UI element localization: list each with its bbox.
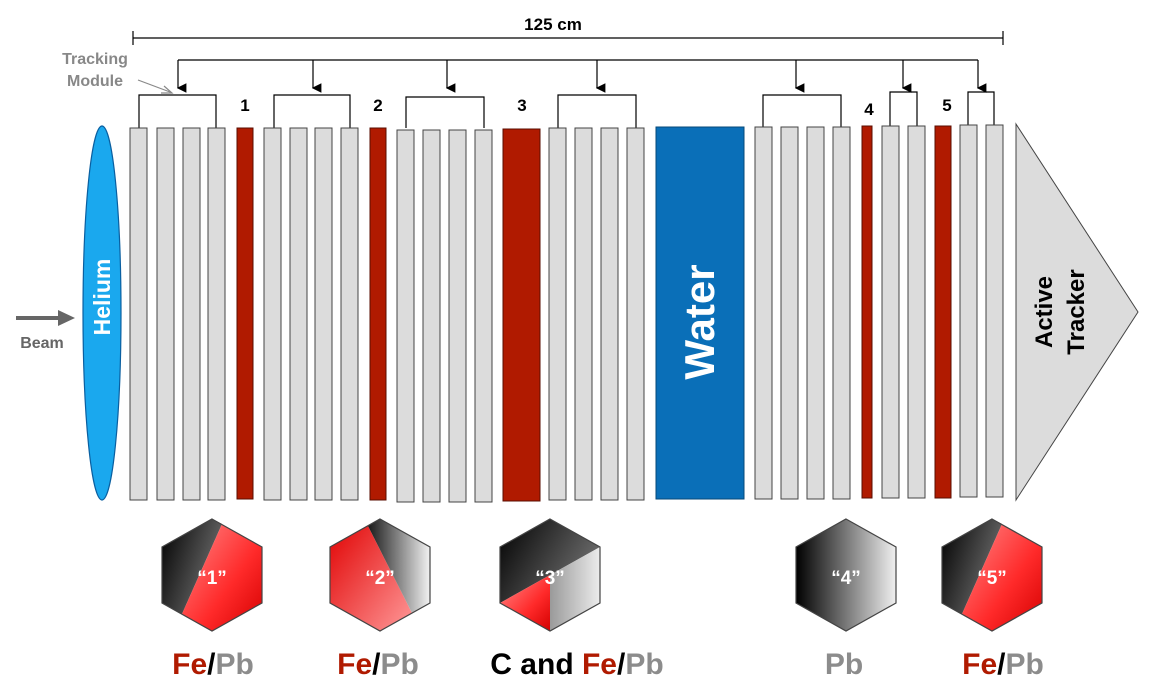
hex-label-2: “2” bbox=[365, 568, 395, 589]
target-hexagon-5: “5” bbox=[941, 518, 1043, 632]
nuclear-target-3 bbox=[502, 128, 541, 502]
nuclear-target-4 bbox=[861, 125, 873, 499]
scintillator-plane bbox=[754, 126, 773, 500]
nuclear-target-1 bbox=[236, 127, 254, 500]
module-brackets bbox=[138, 91, 995, 128]
scintillator-plane bbox=[474, 129, 493, 503]
scintillator-plane bbox=[574, 127, 593, 501]
helium-label: Helium bbox=[89, 259, 115, 336]
tracking-module-pointer bbox=[137, 79, 171, 93]
target-hexagon-2: “2” bbox=[329, 518, 431, 632]
nuclear-target-2 bbox=[369, 127, 387, 501]
beam-arrow bbox=[16, 310, 75, 326]
readout-bus bbox=[176, 59, 987, 93]
beam-label: Beam bbox=[20, 335, 64, 352]
scintillator-plane bbox=[780, 126, 799, 500]
dimension-label: 125 cm bbox=[524, 15, 582, 34]
material-label-1: Fe/Pb bbox=[172, 648, 254, 681]
scintillator-plane bbox=[289, 127, 308, 501]
scintillator-plane bbox=[959, 124, 978, 498]
hex-label-4: “4” bbox=[831, 568, 861, 589]
scintillator-plane bbox=[600, 127, 619, 501]
scintillator-plane bbox=[548, 127, 567, 501]
scintillator-plane bbox=[340, 127, 359, 501]
nuclear-targets bbox=[236, 125, 952, 502]
target-hexagon-4: “4” bbox=[795, 518, 897, 632]
scintillator-plane bbox=[907, 125, 926, 499]
scintillator-plane bbox=[881, 125, 900, 499]
target-hexagon-3: “3” bbox=[499, 518, 601, 632]
target-number-2: 2 bbox=[373, 96, 382, 115]
active-tracker-label-line2: Tracker bbox=[1063, 269, 1090, 354]
material-label-4: Pb bbox=[825, 648, 863, 681]
dimension-line bbox=[132, 31, 1004, 45]
scintillator-plane bbox=[985, 124, 1004, 498]
hex-label-5: “5” bbox=[977, 568, 1007, 589]
scintillator-plane bbox=[314, 127, 333, 501]
scintillator-plane bbox=[263, 127, 282, 501]
tracking-module-pointer-head bbox=[161, 85, 174, 94]
target-number-5: 5 bbox=[942, 96, 951, 115]
tracking-module-label-line1: Tracking bbox=[62, 51, 128, 68]
water-target bbox=[655, 126, 745, 500]
active-tracker bbox=[1015, 122, 1139, 502]
scintillator-plane bbox=[396, 129, 415, 503]
water-label: Water bbox=[676, 264, 723, 379]
scintillator-plane bbox=[832, 126, 851, 500]
material-label-5: Fe/Pb bbox=[962, 648, 1044, 681]
scintillator-plane bbox=[207, 127, 226, 501]
hex-label-1: “1” bbox=[197, 568, 227, 589]
target-number-4: 4 bbox=[864, 100, 874, 119]
scintillator-plane bbox=[422, 129, 441, 503]
scintillator-plane bbox=[129, 127, 148, 501]
tracking-module-label-line2: Module bbox=[67, 73, 123, 90]
hex-label-3: “3” bbox=[535, 568, 565, 589]
active-tracker-label-line1: Active bbox=[1031, 276, 1058, 348]
target-hexagon-1: “1” bbox=[161, 518, 263, 632]
scintillator-plane bbox=[806, 126, 825, 500]
target-number-1: 1 bbox=[240, 96, 249, 115]
material-label-3: C and Fe/Pb bbox=[490, 648, 663, 681]
target-number-3: 3 bbox=[517, 96, 526, 115]
scintillator-plane bbox=[448, 129, 467, 503]
material-label-2: Fe/Pb bbox=[337, 648, 419, 681]
tracking-planes bbox=[129, 124, 1004, 503]
nuclear-target-5 bbox=[934, 125, 952, 499]
helium-target bbox=[82, 125, 122, 501]
scintillator-plane bbox=[156, 127, 175, 501]
scintillator-plane bbox=[626, 127, 645, 501]
scintillator-plane bbox=[182, 127, 201, 501]
